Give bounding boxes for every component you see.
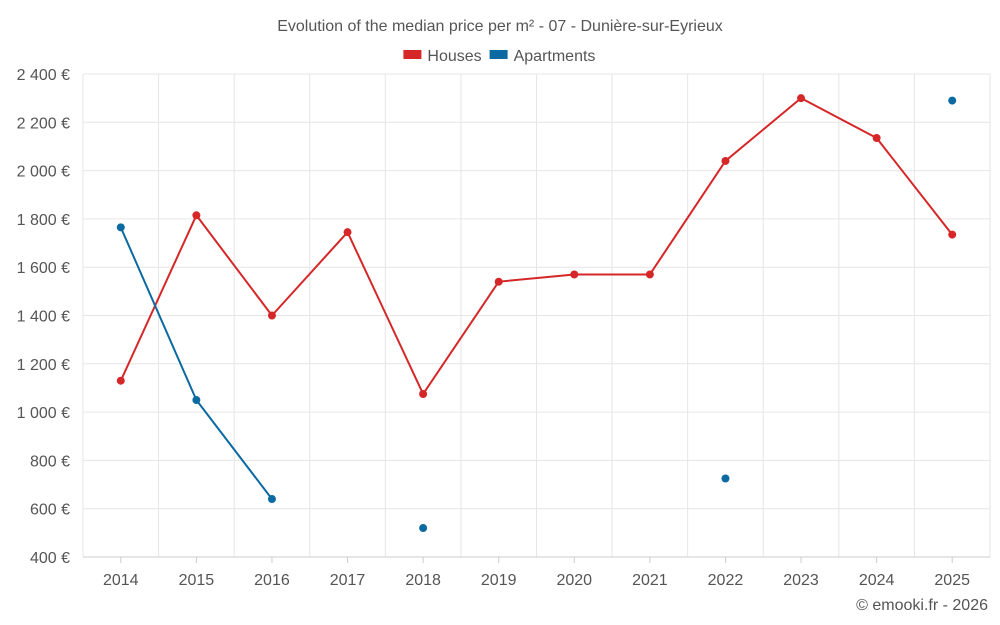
data-point-apartments: [419, 524, 428, 533]
data-point-houses: [570, 270, 579, 279]
data-point-apartments: [948, 96, 957, 105]
legend-label-apartments: Apartments: [514, 48, 596, 65]
y-tick-label: 1 400 €: [17, 309, 70, 326]
data-point-apartments: [267, 495, 276, 504]
x-tick-label: 2020: [556, 572, 592, 589]
y-tick-label: 2 200 €: [17, 115, 70, 132]
y-tick-label: 2 000 €: [17, 164, 70, 181]
legend: Houses Apartments: [403, 48, 595, 65]
x-tick-label: 2017: [330, 572, 366, 589]
y-tick-label: 800 €: [30, 453, 70, 470]
legend-item-apartments: Apartments: [489, 48, 596, 65]
data-point-houses: [797, 94, 806, 103]
data-point-apartments: [192, 396, 201, 405]
data-point-houses: [192, 211, 201, 220]
data-point-houses: [343, 228, 352, 237]
y-tick-label: 400 €: [30, 550, 70, 567]
x-tick-label: 2023: [783, 572, 819, 589]
x-tick-label: 2025: [934, 572, 970, 589]
data-point-houses: [419, 389, 428, 398]
grid: [82, 73, 991, 557]
x-tick-label: 2015: [179, 572, 215, 589]
x-tick-label: 2016: [254, 572, 290, 589]
y-tick-label: 1 200 €: [17, 357, 70, 374]
x-tick-label: 2018: [405, 572, 441, 589]
series-line-apartments: [119, 226, 273, 500]
x-tick-label: 2014: [103, 572, 139, 589]
y-tick-label: 1 000 €: [17, 405, 70, 422]
y-tick-label: 600 €: [30, 502, 70, 519]
data-point-apartments: [116, 223, 125, 232]
x-tick-label: 2024: [859, 572, 895, 589]
data-point-houses: [872, 133, 881, 142]
x-tick-label: 2021: [632, 572, 668, 589]
series-houses: [116, 94, 957, 398]
data-point-houses: [267, 311, 276, 320]
series-line-houses: [119, 97, 953, 395]
data-point-houses: [645, 270, 654, 279]
legend-swatch-apartments: [489, 50, 508, 59]
y-tick-label: 2 400 €: [17, 67, 70, 84]
series-apartments: [116, 96, 957, 533]
legend-swatch-houses: [403, 50, 422, 59]
legend-label-houses: Houses: [427, 48, 481, 65]
y-tick-label: 1 600 €: [17, 260, 70, 277]
credit-text: © emooki.fr - 2026: [856, 597, 988, 614]
series-layer: [116, 94, 957, 533]
data-point-houses: [494, 277, 503, 286]
data-point-houses: [948, 230, 957, 239]
axes: 400 € 600 € 800 € 1 000 € 1 200 € 1 400 € 1 60…: [17, 67, 990, 589]
data-point-houses: [721, 156, 730, 165]
x-tick-label: 2022: [708, 572, 744, 589]
data-point-houses: [116, 376, 125, 385]
x-tick-label: 2019: [481, 572, 517, 589]
legend-item-houses: Houses: [403, 48, 482, 65]
data-point-apartments: [721, 474, 730, 483]
y-tick-label: 1 800 €: [17, 212, 70, 229]
chart-title: Evolution of the median price per m² - 0…: [277, 18, 723, 35]
